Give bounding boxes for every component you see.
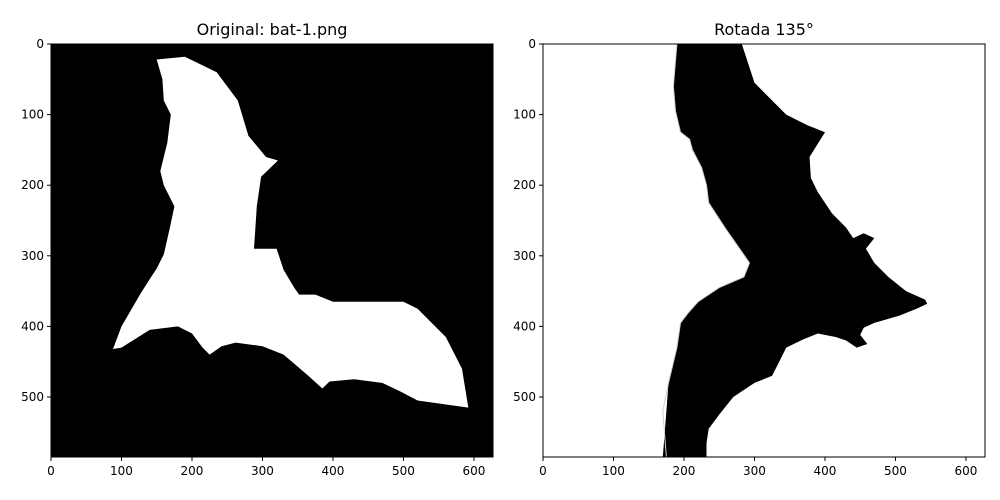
left-image-panel: Original: bat-1.png 0 100 200 300 400 500 600 … — [21, 20, 494, 478]
y-tick-label: 400 — [21, 319, 44, 333]
left-axes-frame — [50, 43, 494, 458]
y-tick-label: 500 — [513, 390, 536, 404]
left-y-ticks: 0 100 200 300 400 500 — [21, 37, 51, 404]
y-tick-label: 300 — [513, 249, 536, 263]
x-tick-label: 400 — [814, 464, 837, 478]
x-tick-label: 300 — [743, 464, 766, 478]
y-tick-label: 400 — [513, 319, 536, 333]
right-axes-frame — [542, 43, 986, 458]
right-image-panel: Rotada 135° 0 100 200 300 400 500 600 0 100 200 3… — [513, 20, 986, 478]
y-tick-label: 100 — [513, 108, 536, 122]
right-bat-outline-edge — [662, 43, 751, 458]
x-tick-label: 200 — [673, 464, 696, 478]
x-tick-label: 0 — [539, 464, 547, 478]
right-y-ticks: 0 100 200 300 400 500 — [513, 37, 543, 404]
x-tick-label: 100 — [110, 464, 133, 478]
x-tick-label: 500 — [884, 464, 907, 478]
x-tick-label: 300 — [251, 464, 274, 478]
x-tick-label: 600 — [955, 464, 978, 478]
y-tick-label: 500 — [21, 390, 44, 404]
y-tick-label: 200 — [21, 178, 44, 192]
left-panel-title: Original: bat-1.png — [197, 20, 348, 39]
x-tick-label: 600 — [463, 464, 486, 478]
right-x-ticks: 0 100 200 300 400 500 600 — [539, 457, 977, 478]
x-tick-label: 400 — [322, 464, 345, 478]
right-panel-title: Rotada 135° — [714, 20, 814, 39]
left-x-ticks: 0 100 200 300 400 500 600 — [47, 457, 485, 478]
x-tick-label: 200 — [181, 464, 204, 478]
y-tick-label: 0 — [528, 37, 536, 51]
x-tick-label: 0 — [47, 464, 55, 478]
x-tick-label: 500 — [392, 464, 415, 478]
y-tick-label: 200 — [513, 178, 536, 192]
y-tick-label: 300 — [21, 249, 44, 263]
right-rotated-bat-region — [662, 44, 928, 457]
left-bat-silhouette — [113, 56, 469, 408]
y-tick-label: 0 — [36, 37, 44, 51]
y-tick-label: 100 — [21, 108, 44, 122]
x-tick-label: 100 — [602, 464, 625, 478]
